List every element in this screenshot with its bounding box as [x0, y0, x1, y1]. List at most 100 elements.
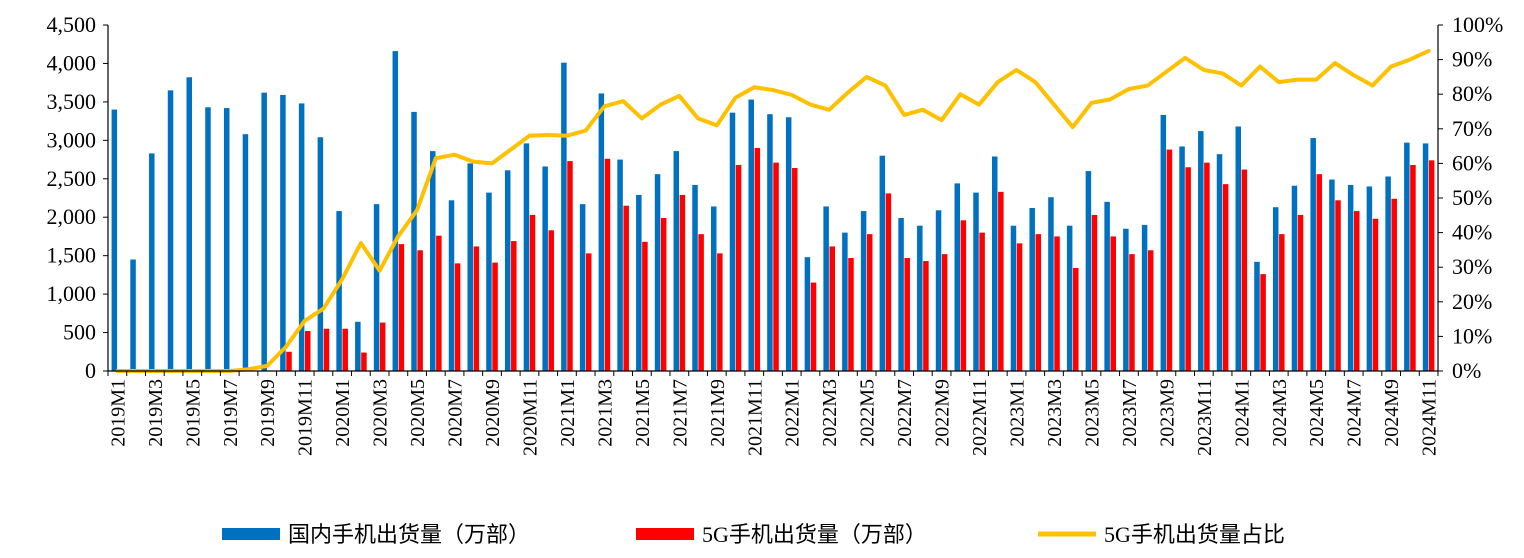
legend-item-5g: 5G手机出货量（万部）	[636, 522, 927, 547]
bar-5g-2021M7	[679, 194, 686, 371]
bar-5g-2024M10	[1410, 164, 1416, 371]
bar-domestic-2020M11	[523, 143, 530, 371]
legend: 国内手机出货量（万部） 5G手机出货量（万部） 5G手机出货量占比	[222, 522, 1285, 547]
bar-domestic-2024M1	[1235, 126, 1242, 372]
bar-domestic-2022M5	[860, 211, 867, 371]
bar-5g-2020M12	[548, 230, 555, 371]
bar-domestic-2022M3	[823, 206, 829, 371]
bar-5g-2021M4	[623, 205, 629, 371]
x-tick-label: 2022M11	[969, 379, 991, 456]
bar-domestic-2023M12	[1216, 154, 1223, 371]
left-tick-label: 500	[63, 320, 96, 345]
bar-domestic-2021M11	[748, 99, 754, 371]
bar-domestic-2024M9	[1385, 176, 1391, 371]
bar-domestic-2021M1	[561, 62, 567, 372]
bar-domestic-2024M11	[1422, 143, 1429, 371]
left-tick-label: 4,500	[47, 12, 97, 37]
bar-domestic-2020M6	[430, 151, 436, 371]
bar-5g-2022M9	[941, 254, 948, 371]
bar-domestic-2019M11	[298, 103, 305, 372]
x-tick-label: 2020M9	[482, 379, 504, 447]
x-tick-label: 2024M1	[1231, 379, 1253, 447]
x-tick-label: 2024M11	[1419, 379, 1441, 456]
bar-5g-2021M11	[754, 148, 761, 371]
bar-5g-2022M12	[998, 191, 1004, 371]
bar-domestic-2024M7	[1347, 184, 1354, 371]
bar-5g-2020M4	[398, 244, 405, 371]
x-tick-label: 2021M3	[594, 379, 616, 447]
bar-domestic-2022M12	[991, 156, 998, 371]
bar-5g-2021M6	[660, 217, 667, 371]
bar-domestic-2022M10	[954, 183, 961, 371]
legend-item-domestic: 国内手机出货量（万部）	[222, 522, 530, 547]
bar-domestic-2021M6	[654, 174, 661, 371]
bar-5g-2020M6	[436, 235, 442, 371]
bar-5g-2024M6	[1335, 200, 1341, 371]
bar-domestic-2020M7	[448, 200, 455, 371]
bar-5g-2024M1	[1241, 169, 1248, 371]
right-tick-label: 80%	[1452, 81, 1492, 106]
bar-5g-2022M8	[923, 261, 929, 371]
bar-5g-2023M6	[1110, 236, 1116, 371]
bar-5g-2022M5	[866, 234, 873, 371]
right-tick-label: 90%	[1452, 47, 1492, 72]
x-tick-label: 2019M11	[295, 379, 317, 456]
x-tick-label: 2020M11	[519, 379, 541, 456]
x-tick-label: 2021M5	[632, 379, 654, 447]
x-tick-label: 2023M5	[1081, 379, 1103, 447]
bar-domestic-2023M11	[1198, 131, 1204, 371]
x-tick-label: 2024M3	[1269, 379, 1291, 447]
x-tick-label: 2023M7	[1119, 379, 1141, 447]
x-tick-label: 2022M3	[819, 379, 841, 447]
bar-5g-2023M9	[1166, 149, 1173, 371]
bar-5g-2024M3	[1279, 234, 1285, 371]
bar-5g-2024M9	[1391, 198, 1397, 371]
x-tick-label: 2019M1	[107, 379, 129, 447]
right-tick-label: 40%	[1452, 220, 1492, 245]
bar-5g-2022M6	[885, 193, 892, 371]
left-tick-label: 4,000	[47, 50, 97, 75]
bar-domestic-2020M9	[486, 192, 492, 371]
bar-domestic-2019M7	[223, 108, 230, 371]
bar-domestic-2020M3	[373, 204, 380, 371]
bar-domestic-2019M9	[261, 92, 267, 371]
bar-5g-2024M4	[1297, 214, 1304, 371]
bar-domestic-2024M8	[1366, 186, 1373, 371]
bar-domestic-2019M3	[149, 153, 155, 371]
bar-5g-2022M3	[829, 246, 835, 371]
bar-domestic-2023M5	[1085, 171, 1092, 371]
right-tick-label: 20%	[1452, 289, 1492, 314]
bar-domestic-2022M8	[917, 225, 923, 371]
bar-domestic-2021M5	[636, 194, 642, 371]
left-tick-label: 3,500	[47, 89, 97, 114]
bar-domestic-2019M12	[317, 137, 324, 371]
bar-domestic-2023M4	[1066, 225, 1073, 371]
bar-domestic-2020M1	[336, 211, 342, 371]
bar-domestic-2019M1	[111, 109, 118, 371]
x-tick-label: 2021M9	[707, 379, 729, 447]
bar-domestic-2022M7	[898, 217, 904, 371]
bar-5g-2019M12	[323, 328, 330, 371]
bar-domestic-2021M9	[711, 206, 717, 371]
bar-5g-2020M11	[529, 214, 536, 371]
legend-item-5g-share: 5G手机出货量占比	[1038, 522, 1285, 547]
bar-domestic-2021M12	[767, 114, 773, 371]
bar-5g-2020M2	[361, 352, 367, 371]
x-tick-label: 2023M3	[1044, 379, 1066, 447]
bar-domestic-2019M10	[280, 94, 286, 371]
bar-domestic-2021M8	[692, 184, 698, 371]
bar-domestic-2022M4	[842, 232, 848, 371]
bar-5g-2023M8	[1147, 250, 1154, 371]
bar-domestic-2020M8	[467, 163, 473, 371]
bar-5g-2023M3	[1054, 236, 1060, 371]
bar-5g-2020M10	[511, 241, 517, 371]
x-tick-label: 2021M11	[744, 379, 766, 456]
bar-5g-2020M7	[454, 263, 461, 371]
bar-5g-2020M5	[417, 250, 423, 371]
bar-5g-2022M2	[810, 282, 817, 371]
bar-domestic-2023M8	[1141, 224, 1148, 371]
bar-domestic-2024M6	[1329, 179, 1335, 371]
bar-5g-2021M8	[698, 234, 704, 371]
bar-domestic-2024M5	[1310, 138, 1316, 371]
